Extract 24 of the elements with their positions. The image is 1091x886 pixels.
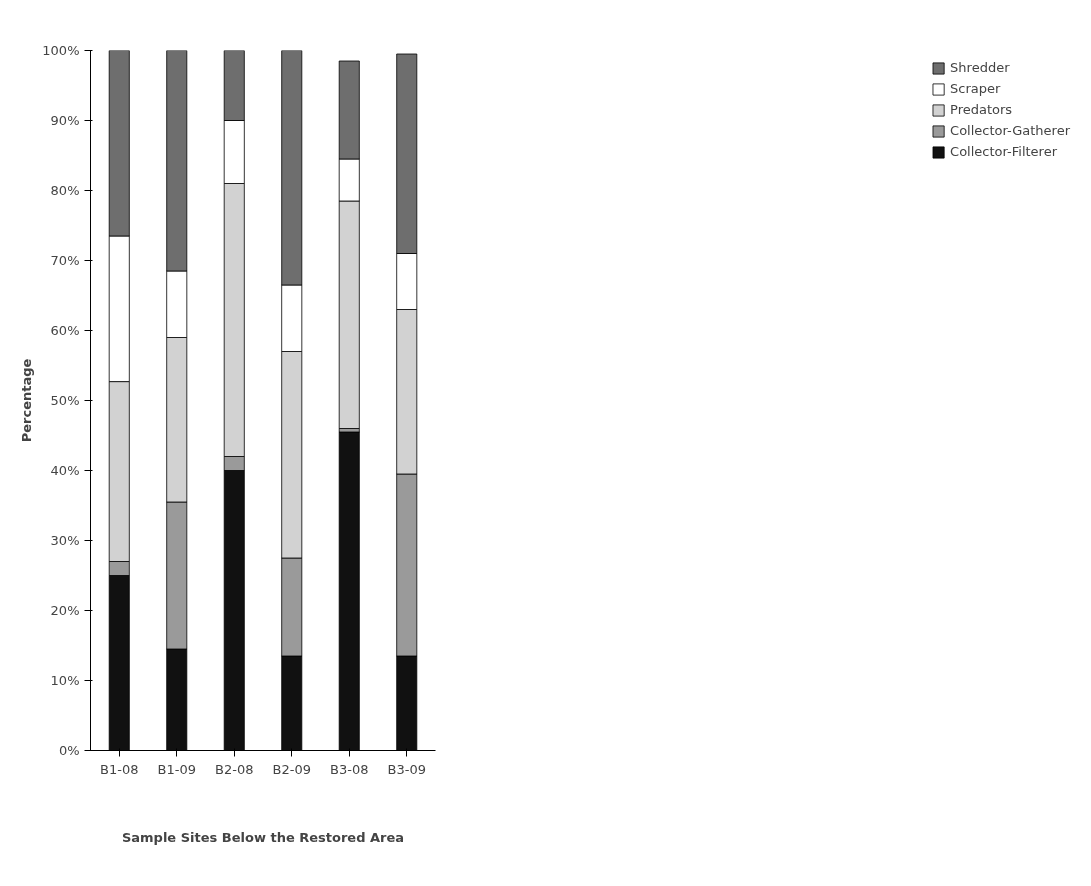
y-tick-label: 100%	[42, 43, 80, 58]
y-tick-label: 70%	[50, 253, 80, 268]
y-tick-label: 10%	[50, 673, 80, 688]
legend-label: Predators	[950, 102, 1013, 117]
legend-label: Collector-Filterer	[950, 144, 1057, 159]
x-tick-label: B1-08	[100, 761, 139, 777]
y-tick-label: 90%	[50, 113, 80, 128]
y-tick-label: 0%	[58, 743, 80, 758]
x-tick-label: B3-09	[387, 761, 426, 777]
x-tick-label: B2-08	[215, 761, 254, 777]
y-tick-label: 80%	[50, 183, 80, 198]
y-axis-title: Percentage	[19, 358, 35, 443]
x-tick-label: B3-08	[330, 761, 369, 777]
y-tick-label: 60%	[50, 323, 80, 338]
y-tick-label: 30%	[50, 533, 80, 548]
legend-label: Shredder	[950, 60, 1010, 75]
y-tick-label: 40%	[50, 463, 80, 478]
y-tick-label: 50%	[50, 393, 80, 408]
legend-label: Collector-Gatherer	[950, 123, 1070, 138]
x-tick-label: B2-09	[272, 761, 311, 777]
x-axis-title: Sample Sites Below the Restored Area	[121, 829, 405, 845]
y-tick-label: 20%	[50, 603, 80, 618]
legend-label: Scraper	[950, 81, 1001, 96]
x-tick-label: B1-09	[157, 761, 196, 777]
